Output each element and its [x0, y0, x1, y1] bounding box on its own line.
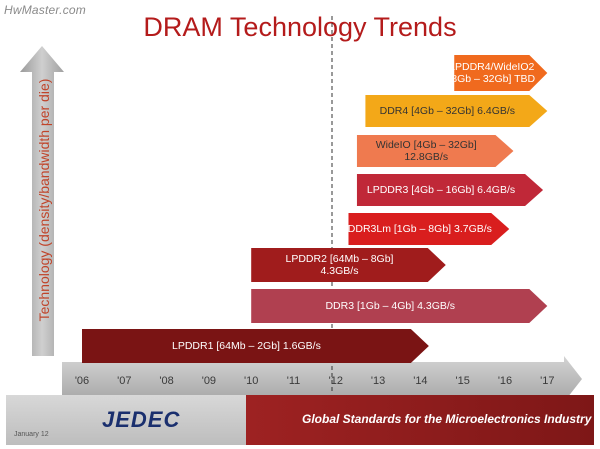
year-label: '17	[540, 375, 554, 387]
bar-wideio	[356, 135, 514, 167]
year-label: '11	[287, 375, 301, 387]
bar-label-line: DDR3 [1Gb – 4Gb] 4.3GB/s	[325, 300, 456, 312]
year-labels: '06 '07 '08 '09 '10 '11 '12 '13 '14 '15 '16 '17	[75, 375, 555, 387]
bar-lpddr3	[356, 174, 544, 206]
bar-label-line: LPDDR1 [64Mb – 2Gb] 1.6GB/s	[172, 340, 321, 352]
year-label: '09	[202, 375, 216, 387]
bar-lpddr1	[82, 329, 429, 363]
logo-box: JEDEC January 12	[6, 395, 246, 445]
year-label: '15	[456, 375, 470, 387]
year-label: '16	[498, 375, 512, 387]
bar-label-line: LPDDR4/WideIO2	[449, 61, 535, 73]
bar-lpddr4-wideio2	[454, 55, 548, 91]
bar-label-line: LPDDR3 [4Gb – 16Gb] 6.4GB/s	[366, 184, 516, 196]
bar-label: LPDDR4/WideIO2 [8Gb – 32Gb] TBD	[402, 61, 582, 85]
bar-lpddr2	[251, 248, 446, 282]
year-label: '13	[371, 375, 385, 387]
watermark: HwMaster.com	[4, 3, 86, 17]
year-label: '12	[329, 375, 343, 387]
year-label: '06	[75, 375, 89, 387]
jedec-logo: JEDEC	[102, 407, 181, 432]
logo-subtext: January 12	[14, 431, 49, 438]
bar-label-line: DDR3Lm [1Gb – 8Gb] 3.7GB/s	[347, 223, 492, 235]
year-label: '10	[244, 375, 258, 387]
bar-label: DDR4 [4Gb – 32Gb] 6.4GB/s	[357, 105, 537, 117]
bar-label: LPDDR1 [64Mb – 2Gb] 1.6GB/s	[156, 340, 336, 352]
bar-label-line: [8Gb – 32Gb] TBD	[448, 73, 536, 85]
footer-tagline: Global Standards for the Microelectronic…	[302, 412, 592, 426]
bar-label-line: 12.8GB/s	[404, 151, 449, 163]
bar-label-line: 4.3GB/s	[320, 265, 359, 277]
y-axis-arrow	[20, 46, 64, 356]
bar-label: DDR3 [1Gb – 4Gb] 4.3GB/s	[300, 300, 480, 312]
year-label: '14	[413, 375, 427, 387]
year-label: '07	[117, 375, 131, 387]
bar-label-line: WideIO [4Gb – 32Gb]	[375, 139, 477, 151]
year-label: '08	[159, 375, 173, 387]
footer: JEDEC January 12 Global Standards for th…	[6, 395, 594, 445]
bar-ddr4	[365, 95, 548, 127]
bar-label-line: LPDDR2 [64Mb – 8Gb]	[285, 253, 394, 265]
bar-label-line: DDR4 [4Gb – 32Gb] 6.4GB/s	[379, 105, 516, 117]
bar-ddr3lm	[348, 213, 510, 245]
y-axis-label: Technology (density/bandwidth per die)	[36, 78, 52, 322]
bar-ddr3	[251, 289, 548, 323]
page-title: DRAM Technology Trends	[143, 12, 457, 42]
bar-label: LPDDR3 [4Gb – 16Gb] 6.4GB/s	[351, 184, 531, 196]
bar-label: LPDDR2 [64Mb – 8Gb] 4.3GB/s	[249, 253, 429, 277]
x-axis-arrow	[62, 356, 582, 402]
bars	[82, 55, 548, 363]
bar-label: DDR3Lm [1Gb – 8Gb] 3.7GB/s	[330, 223, 510, 235]
bar-label: WideIO [4Gb – 32Gb] 12.8GB/s	[336, 139, 516, 163]
